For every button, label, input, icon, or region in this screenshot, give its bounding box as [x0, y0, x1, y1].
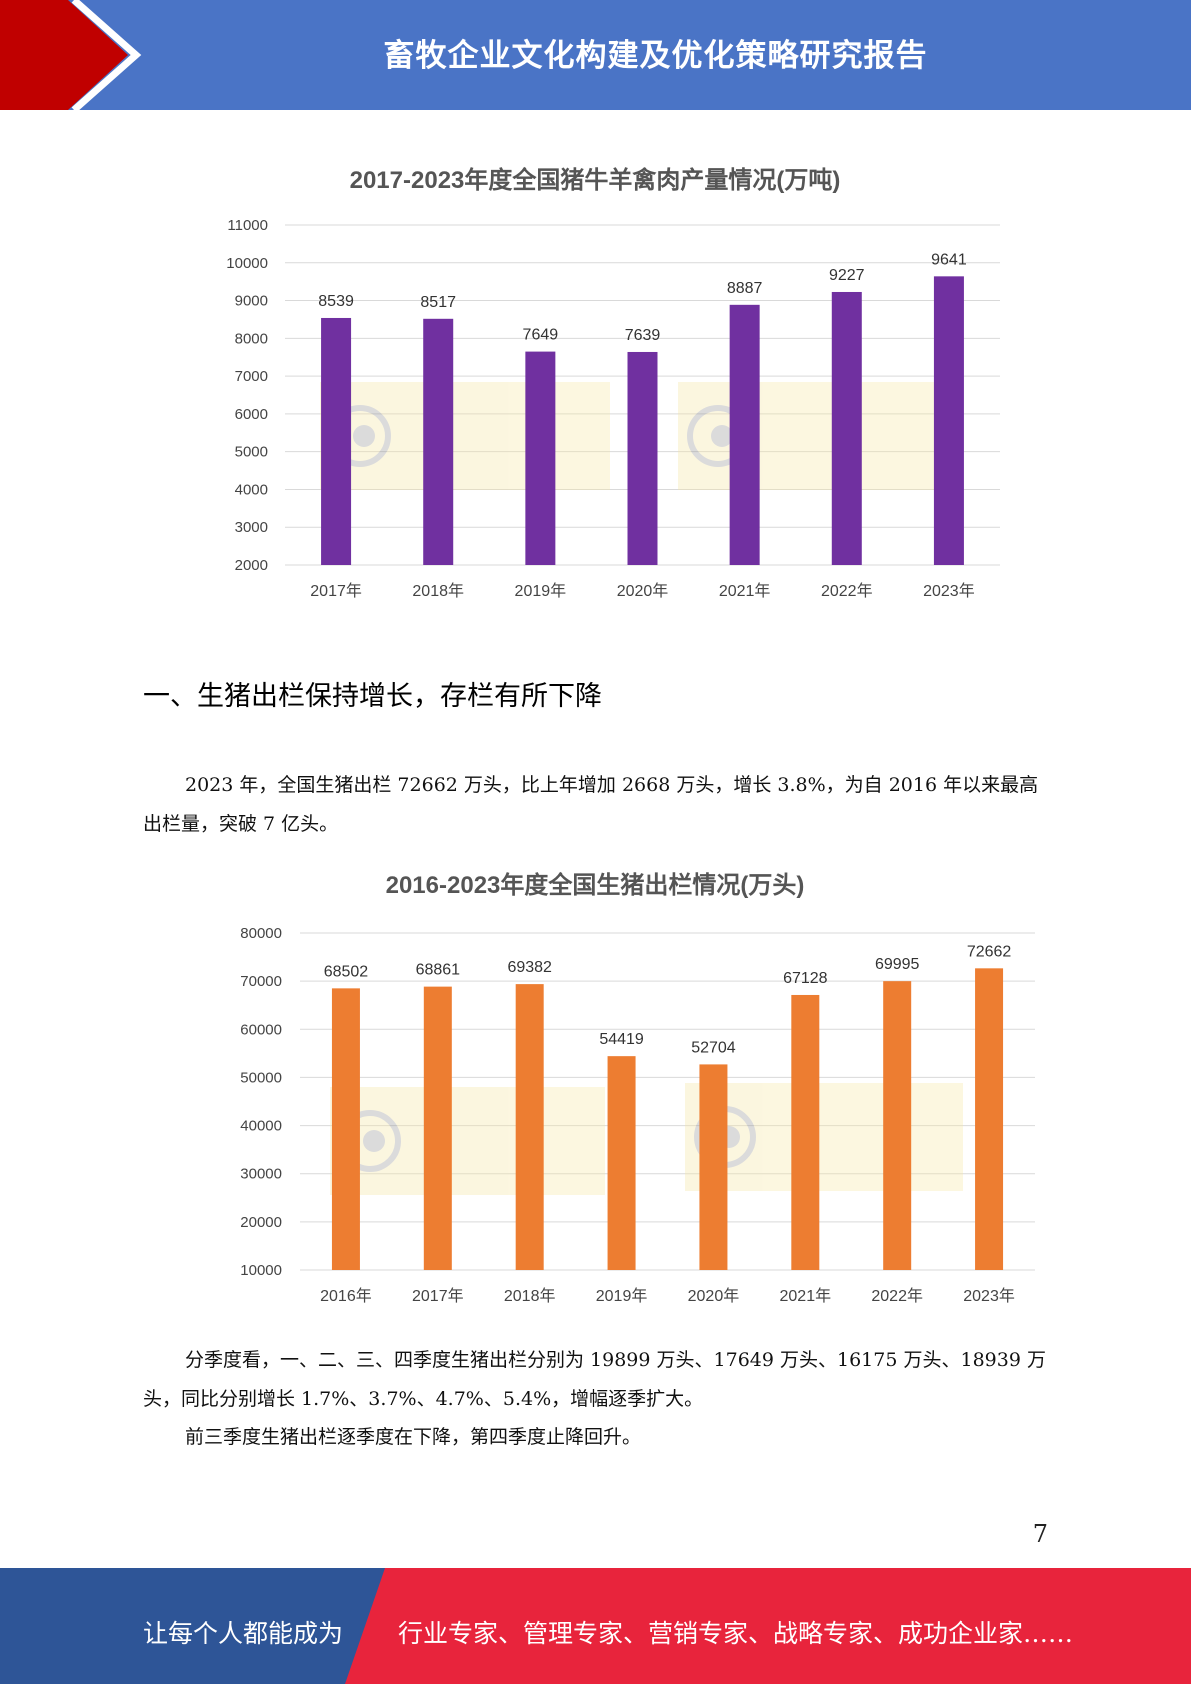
- y-tick-label: 5000: [235, 444, 268, 461]
- bar: [729, 304, 760, 565]
- watermark-box: [320, 382, 610, 490]
- watermark-dot-icon: [363, 1130, 385, 1152]
- footer-slogan-right: 行业专家、管理专家、营销专家、战略专家、成功企业家……: [398, 1619, 1074, 1648]
- bar: [699, 1064, 728, 1270]
- bar: [831, 291, 862, 565]
- chart-hog-slaughter-svg: 2016-2023年度全国生猪出栏情况(万头) 10000 20000 30000 40…: [240, 871, 1035, 1305]
- bar: [933, 276, 964, 565]
- data-label: 7649: [523, 327, 559, 344]
- data-label: 8517: [420, 294, 456, 311]
- bar: [975, 968, 1004, 1270]
- y-tick-label: 9000: [235, 293, 268, 310]
- x-tick-label: 2020年: [688, 1287, 740, 1305]
- page-number: 7: [1032, 1520, 1048, 1548]
- data-label: 8539: [318, 293, 354, 310]
- report-title: 畜牧企业文化构建及优化策略研究报告: [383, 38, 928, 74]
- data-label: 72662: [967, 943, 1012, 960]
- header-arrow-decoration: [0, 0, 142, 110]
- y-tick-label: 2000: [235, 557, 268, 574]
- x-tick-label: 2021年: [719, 582, 771, 600]
- y-tick-label: 10000: [240, 1262, 282, 1279]
- data-label: 68502: [324, 963, 369, 980]
- x-tick-label: 2023年: [923, 582, 975, 600]
- bar: [331, 988, 360, 1270]
- x-tick-label: 2019年: [515, 582, 567, 600]
- x-tick-label: 2017年: [412, 1287, 464, 1305]
- bar: [423, 986, 452, 1270]
- data-label: 9227: [829, 267, 865, 284]
- y-tick-label: 20000: [240, 1214, 282, 1231]
- bar: [515, 984, 544, 1270]
- data-label: 69382: [507, 959, 552, 976]
- data-label: 8887: [727, 280, 763, 297]
- data-label: 68861: [416, 962, 461, 979]
- x-tick-label: 2016年: [320, 1287, 372, 1305]
- chart-meat-production-svg: 2017-2023年度全国猪牛羊禽肉产量情况(万吨) 2000 3000 4000 50…: [226, 166, 1000, 600]
- data-label: 7639: [625, 327, 661, 344]
- bar: [791, 994, 820, 1270]
- x-tick-label: 2018年: [412, 582, 464, 600]
- y-tick-label: 6000: [235, 406, 268, 423]
- y-tick-label: 50000: [240, 1069, 282, 1086]
- x-tick-label: 2020年: [617, 582, 669, 600]
- data-label: 67128: [783, 970, 828, 987]
- watermark-box: [678, 382, 956, 490]
- y-tick-label: 10000: [226, 255, 268, 272]
- data-label: 54419: [599, 1031, 644, 1048]
- paragraph-quarterly: 分季度看，一、二、三、四季度生猪出栏分别为 19899 万头、17649 万头、…: [143, 1349, 1046, 1410]
- chart-hog-slaughter: 2016-2023年度全国生猪出栏情况(万头) 10000 20000 30000 40…: [0, 855, 1191, 1315]
- y-tick-label: 4000: [235, 481, 268, 498]
- watermark-box: [330, 1087, 605, 1195]
- x-tick-label: 2023年: [963, 1287, 1015, 1305]
- y-tick-label: 60000: [240, 1021, 282, 1038]
- bar: [607, 1056, 636, 1270]
- x-tick-label: 2018年: [504, 1287, 556, 1305]
- bar: [321, 317, 352, 565]
- watermark-logo: [320, 382, 610, 490]
- chart-meat-production: 2017-2023年度全国猪牛羊禽肉产量情况(万吨) 2000 3000 4000 50…: [0, 150, 1191, 620]
- y-tick-label: 80000: [240, 925, 282, 942]
- bar: [627, 351, 658, 565]
- footer-slogan-left: 让每个人都能成为: [143, 1619, 344, 1648]
- footer-background: [0, 1568, 1191, 1684]
- paragraph-quarter-trend: 前三季度生猪出栏逐季度在下降，第四季度止降回升。: [185, 1426, 642, 1448]
- bar: [423, 318, 454, 565]
- watermark-logo: [330, 1087, 605, 1195]
- watermark-dot-icon: [711, 425, 733, 447]
- data-label: 52704: [691, 1039, 736, 1056]
- bar: [525, 351, 556, 565]
- data-label: 9641: [931, 251, 967, 268]
- y-tick-label: 70000: [240, 973, 282, 990]
- bar: [883, 981, 912, 1270]
- watermark-box: [685, 1083, 963, 1191]
- y-tick-label: 7000: [235, 368, 268, 385]
- page-header: 畜牧企业文化构建及优化策略研究报告: [0, 0, 1191, 110]
- x-tick-label: 2022年: [821, 582, 873, 600]
- chart-title: 2017-2023年度全国猪牛羊禽肉产量情况(万吨): [350, 166, 841, 194]
- x-tick-label: 2021年: [780, 1287, 832, 1305]
- y-tick-label: 8000: [235, 330, 268, 347]
- y-tick-label: 11000: [227, 217, 268, 234]
- section-heading: 一、生猪出栏保持增长，存栏有所下降: [143, 681, 602, 712]
- paragraph-hog-slaughter: 2023 年，全国生猪出栏 72662 万头，比上年增加 2668 万头，增长 …: [143, 774, 1039, 835]
- chart-title: 2016-2023年度全国生猪出栏情况(万头): [386, 871, 805, 899]
- y-tick-label: 3000: [235, 519, 268, 536]
- y-tick-label: 30000: [240, 1166, 282, 1183]
- page-footer: 让每个人都能成为 行业专家、管理专家、营销专家、战略专家、成功企业家……: [0, 1568, 1191, 1684]
- data-label: 69995: [875, 956, 920, 973]
- watermark-logo: [685, 1083, 963, 1191]
- watermark-dot-icon: [353, 425, 375, 447]
- y-tick-label: 40000: [240, 1118, 282, 1135]
- x-tick-label: 2019年: [596, 1287, 648, 1305]
- x-tick-label: 2022年: [871, 1287, 923, 1305]
- x-tick-label: 2017年: [310, 582, 362, 600]
- watermark-logo: [678, 382, 956, 490]
